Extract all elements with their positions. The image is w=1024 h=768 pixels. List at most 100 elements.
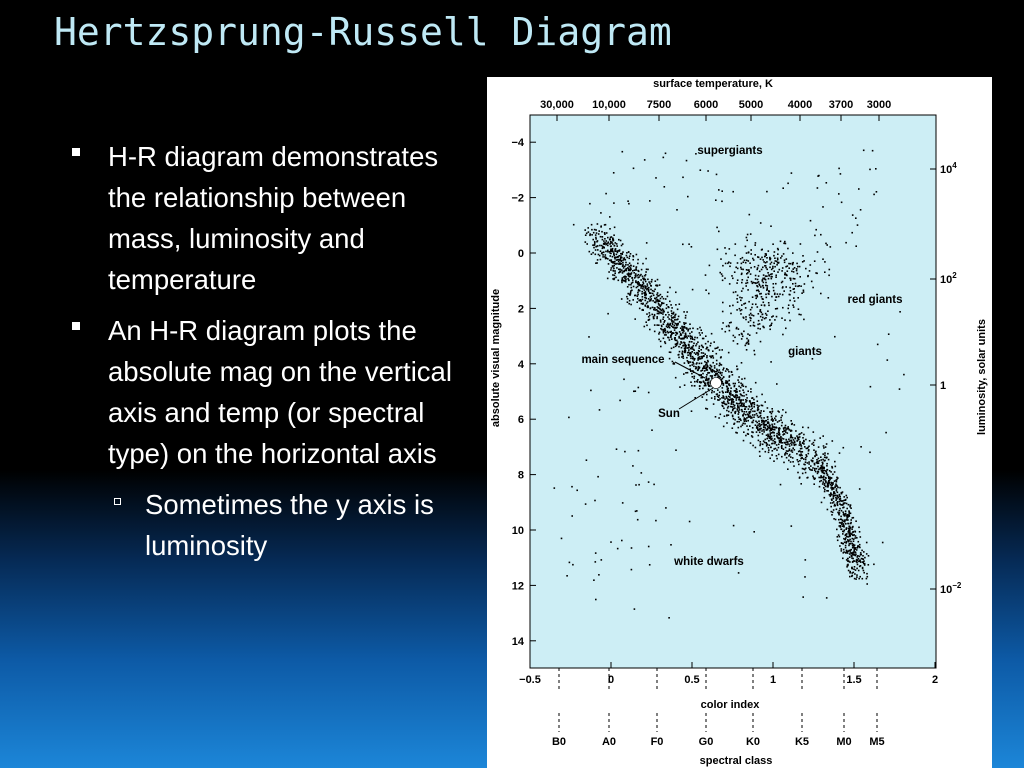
star-point: [801, 472, 804, 475]
star-point: [610, 269, 612, 271]
star-point: [604, 223, 607, 226]
star-point: [758, 431, 761, 434]
star-point: [754, 274, 757, 277]
star-point: [759, 293, 761, 295]
star-point: [595, 229, 597, 231]
star-point: [745, 285, 747, 287]
star-point: [762, 277, 764, 280]
star-point: [708, 372, 711, 374]
star-point: [793, 278, 796, 280]
star-point: [756, 268, 758, 271]
star-point: [802, 291, 805, 293]
star-point: [738, 376, 740, 378]
star-point: [759, 414, 762, 417]
star-point: [807, 452, 810, 455]
star-point: [852, 543, 855, 546]
star-point: [762, 301, 765, 304]
star-point: [658, 324, 660, 326]
star-point: [726, 414, 728, 417]
star-point: [647, 316, 650, 318]
star-point: [726, 397, 728, 399]
star-point: [609, 245, 612, 248]
star-point: [770, 322, 773, 325]
star-point: [619, 268, 621, 271]
star-point: [845, 527, 848, 529]
star-point: [750, 280, 753, 283]
star-point: [624, 279, 627, 282]
star-point: [627, 268, 630, 270]
star-point: [742, 399, 744, 401]
star-point: [710, 397, 713, 399]
star-point: [716, 372, 718, 375]
star-point: [624, 265, 626, 268]
star-point: [866, 575, 869, 578]
star-point: [762, 325, 765, 328]
star-point: [658, 311, 661, 313]
star-point: [763, 304, 766, 307]
star-point: [649, 328, 651, 331]
star-point: [706, 393, 708, 396]
star-point: [634, 274, 637, 277]
star-point: [852, 571, 855, 574]
star-point: [851, 528, 853, 530]
star-point: [668, 318, 670, 320]
star-point: [838, 452, 841, 454]
star-point: [747, 321, 750, 323]
star-point: [844, 514, 846, 516]
star-point: [819, 467, 821, 470]
star-point: [722, 369, 724, 371]
star-point: [660, 324, 663, 327]
star-point: [757, 424, 759, 427]
star-point: [604, 254, 607, 256]
star-point: [706, 346, 709, 349]
star-point: [820, 501, 823, 504]
star-point: [656, 298, 659, 301]
star-point: [741, 394, 743, 397]
star-point: [691, 376, 694, 378]
star-point: [756, 425, 758, 428]
star-point: [604, 257, 607, 260]
star-point: [793, 267, 796, 269]
star-point: [811, 358, 814, 360]
star-point: [770, 261, 773, 264]
star-point: [684, 347, 687, 349]
star-point: [640, 472, 643, 474]
star-point: [807, 450, 810, 452]
star-point: [835, 508, 838, 511]
star-point: [765, 429, 768, 431]
star-point: [774, 447, 777, 450]
star-point: [609, 255, 612, 257]
star-point: [630, 272, 633, 274]
star-point: [642, 281, 644, 283]
star-point: [805, 438, 807, 441]
star-point: [765, 419, 767, 422]
star-point: [768, 304, 770, 307]
star-point: [810, 459, 813, 462]
star-point: [632, 299, 634, 301]
star-point: [862, 562, 865, 565]
star-point: [765, 445, 768, 447]
bottom-tick-label: 1.5: [846, 674, 861, 686]
bullet-text: H-R diagram demonstrates the relationshi…: [108, 141, 439, 295]
star-point: [797, 450, 800, 453]
star-point: [739, 418, 741, 420]
star-point: [771, 417, 773, 420]
star-point: [680, 346, 683, 349]
star-point: [746, 425, 748, 427]
star-point: [827, 458, 830, 461]
star-point: [768, 274, 770, 276]
star-point: [730, 394, 732, 396]
star-point: [633, 608, 636, 610]
star-point: [593, 579, 595, 581]
star-point: [749, 233, 752, 235]
star-point: [738, 420, 740, 423]
star-point: [749, 401, 751, 403]
star-point: [862, 555, 864, 557]
star-point: [789, 286, 791, 289]
star-point: [822, 445, 825, 447]
star-point: [799, 440, 801, 443]
star-point: [616, 547, 619, 550]
star-point: [860, 561, 862, 563]
star-point: [615, 276, 617, 279]
star-point: [769, 257, 772, 260]
